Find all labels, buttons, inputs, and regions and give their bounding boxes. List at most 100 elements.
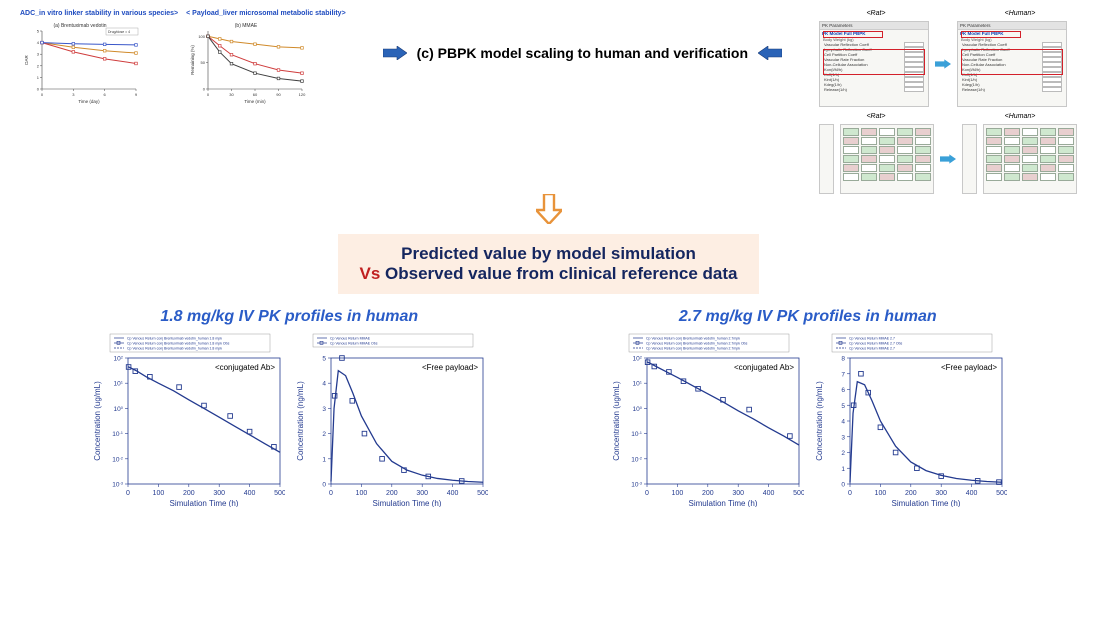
svg-text:(a) Brentuximab vedotin: (a) Brentuximab vedotin [53, 23, 106, 29]
svg-text:0: 0 [126, 490, 130, 497]
svg-text:200: 200 [905, 490, 917, 497]
arrow-right-icon [383, 46, 407, 60]
svg-text:300: 300 [214, 490, 226, 497]
svg-text:2: 2 [37, 63, 40, 68]
svg-text:300: 300 [935, 490, 947, 497]
chart-2-7-conj: Cp Venous Return conj Brentuximab vedoti… [609, 332, 804, 507]
svg-text:100: 100 [153, 490, 165, 497]
chart-2-7-free: Cp Venous Return MMAE 2.7Cp Venous Retur… [812, 332, 1007, 507]
svg-text:<Free payload>: <Free payload> [422, 363, 478, 372]
svg-text:200: 200 [183, 490, 195, 497]
svg-text:0: 0 [329, 490, 333, 497]
top-invitro-panels: ADC_in vitro linker stability in various… [20, 10, 346, 104]
svg-text:Simulation Time (h): Simulation Time (h) [688, 499, 757, 507]
svg-text:Cp Venous Return MMAE Obs: Cp Venous Return MMAE Obs [330, 342, 378, 346]
mini-title-adc: ADC_in vitro linker stability in various… [20, 10, 178, 17]
svg-text:0: 0 [323, 482, 327, 489]
dialog-human-small [962, 124, 977, 194]
svg-text:Cp Venous Return MMAE 2.7: Cp Venous Return MMAE 2.7 [849, 337, 895, 341]
svg-text:200: 200 [702, 490, 714, 497]
arrow-down-icon [536, 194, 562, 224]
svg-text:<conjugated Ab>: <conjugated Ab> [215, 363, 275, 372]
svg-text:Concentration (ng/mL): Concentration (ng/mL) [296, 381, 305, 461]
svg-text:Cp Venous Return conj Brentuxi: Cp Venous Return conj Brentuximab vedoti… [127, 347, 222, 351]
svg-text:9: 9 [135, 92, 138, 97]
svg-text:101: 101 [632, 379, 642, 388]
arrow-right-small2-icon [940, 154, 956, 164]
svg-text:4: 4 [37, 40, 40, 45]
svg-text:500: 500 [477, 490, 488, 497]
svg-text:10-3: 10-3 [112, 480, 124, 489]
mini-title-payload: < Payload_liver microsomal metabolic sta… [186, 10, 346, 17]
svg-text:4: 4 [323, 381, 327, 388]
svg-text:0: 0 [207, 92, 210, 97]
svg-text:2: 2 [841, 450, 845, 457]
svg-text:10-2: 10-2 [112, 455, 124, 464]
svg-text:500: 500 [274, 490, 285, 497]
svg-text:100: 100 [198, 34, 205, 39]
svg-text:0: 0 [848, 490, 852, 497]
dialog-human-params: PK ParametersPK Model Full PBPKBody Weig… [957, 21, 1067, 107]
svg-text:Simulation Time (h): Simulation Time (h) [373, 499, 442, 507]
svg-text:8: 8 [841, 356, 845, 363]
mini-chart-b: (b) MMAE0306090120050100Time (min)Remain… [186, 19, 306, 104]
svg-text:Cp Venous Return conj Brentuxi: Cp Venous Return conj Brentuximab vedoti… [127, 342, 230, 346]
svg-text:5: 5 [37, 29, 40, 34]
svg-text:Drug/dose = 4: Drug/dose = 4 [108, 30, 130, 34]
svg-text:3: 3 [323, 406, 327, 413]
svg-text:0: 0 [841, 482, 845, 489]
svg-text:4: 4 [841, 419, 845, 426]
dialog-rat-model [840, 124, 934, 194]
svg-text:Simulation Time (h): Simulation Time (h) [170, 499, 239, 507]
svg-text:10-2: 10-2 [631, 455, 643, 464]
svg-text:400: 400 [447, 490, 459, 497]
svg-text:Concentration (ug/mL): Concentration (ug/mL) [612, 381, 621, 461]
svg-text:300: 300 [417, 490, 429, 497]
dialog-rat-small [819, 124, 834, 194]
dose-1-8-group: 1.8 mg/kg IV PK profiles in human Cp Ven… [90, 308, 488, 507]
svg-text:1: 1 [37, 75, 40, 80]
svg-text:2: 2 [323, 431, 327, 438]
svg-text:0: 0 [37, 87, 40, 92]
svg-text:100: 100 [671, 490, 683, 497]
svg-text:Cp Venous Return MMAE 2.7 Obs: Cp Venous Return MMAE 2.7 Obs [849, 342, 903, 346]
svg-text:102: 102 [114, 354, 124, 363]
svg-text:5: 5 [323, 356, 327, 363]
svg-text:100: 100 [114, 404, 124, 413]
chart-1-8-free: Cp Venous Return MMAECp Venous Return MM… [293, 332, 488, 507]
mini-chart-a: (a) Brentuximab vedotinDrug/dose = 4 0 3 6 9… [20, 19, 140, 104]
svg-text:0: 0 [41, 92, 44, 97]
svg-text:200: 200 [386, 490, 398, 497]
top-right-dialogs: <Rat> <Human> PK ParametersPK Model Full… [819, 10, 1077, 198]
dialog-human-model [983, 124, 1077, 194]
svg-text:1: 1 [841, 466, 845, 473]
svg-text:100: 100 [632, 404, 642, 413]
svg-text:Cp Venous Return conj Brentuxi: Cp Venous Return conj Brentuximab vedoti… [646, 347, 740, 351]
svg-text:50: 50 [201, 60, 206, 65]
arrow-right-small-icon [935, 59, 951, 69]
svg-text:Concentration (ng/mL): Concentration (ng/mL) [815, 381, 824, 461]
svg-text:0: 0 [203, 87, 206, 92]
svg-text:6: 6 [841, 387, 845, 394]
svg-text:Cp Venous Return conj Brentuxi: Cp Venous Return conj Brentuximab vedoti… [646, 342, 748, 346]
svg-text:Time (day): Time (day) [78, 99, 100, 104]
svg-text:500: 500 [793, 490, 804, 497]
svg-text:Concentration (ug/mL): Concentration (ug/mL) [93, 381, 102, 461]
chart-1-8-conj: Cp Venous Return conj Brentuximab vedoti… [90, 332, 285, 507]
arrow-left-icon [758, 46, 782, 60]
svg-text:3: 3 [72, 92, 75, 97]
svg-text:120: 120 [299, 92, 306, 97]
svg-text:10-3: 10-3 [631, 480, 643, 489]
svg-text:101: 101 [114, 379, 124, 388]
svg-text:7: 7 [841, 371, 845, 378]
svg-text:(b) MMAE: (b) MMAE [235, 23, 258, 29]
dose-2-7-group: 2.7 mg/kg IV PK profiles in human Cp Ven… [609, 308, 1007, 507]
dialog-rat-params: PK ParametersPK Model Full PBPKBody Weig… [819, 21, 929, 107]
svg-text:Cp Venous Return conj Brentuxi: Cp Venous Return conj Brentuximab vedoti… [646, 337, 740, 341]
svg-text:3: 3 [841, 434, 845, 441]
svg-text:Remaining (%): Remaining (%) [190, 45, 195, 75]
svg-text:6: 6 [104, 92, 107, 97]
svg-text:Time (min): Time (min) [244, 99, 266, 104]
svg-text:500: 500 [996, 490, 1007, 497]
svg-text:Cp Venous Return conj Brentuxi: Cp Venous Return conj Brentuximab vedoti… [127, 337, 222, 341]
